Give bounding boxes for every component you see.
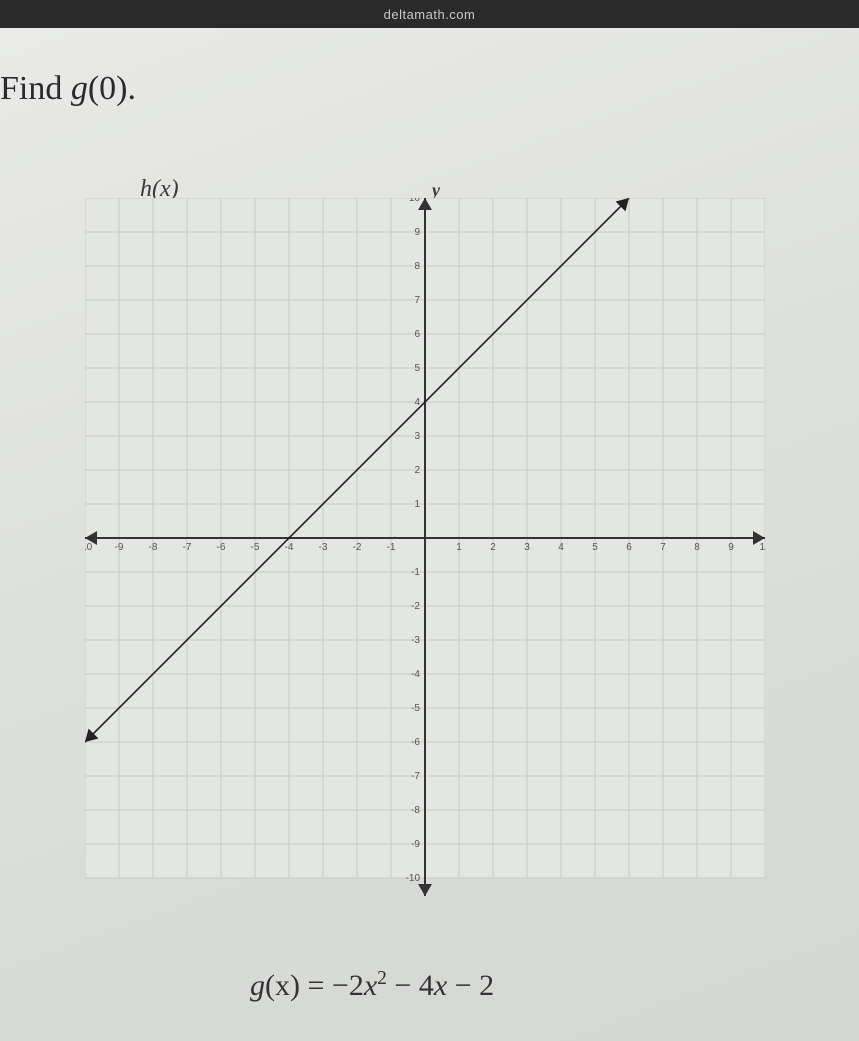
question-func: g [71, 70, 88, 107]
svg-text:10: 10 [409, 198, 421, 204]
equation-g: g(x) = −2x2 − 4x − 2 [250, 968, 494, 1003]
svg-text:9: 9 [414, 227, 420, 238]
svg-text:1: 1 [456, 542, 462, 553]
svg-text:2: 2 [414, 465, 420, 476]
svg-text:-4: -4 [285, 542, 294, 553]
svg-text:3: 3 [524, 542, 530, 553]
svg-text:-4: -4 [411, 669, 420, 680]
svg-text:-5: -5 [251, 542, 260, 553]
svg-text:3: 3 [414, 431, 420, 442]
svg-text:1: 1 [414, 499, 420, 510]
svg-text:-10: -10 [85, 542, 93, 553]
worksheet-paper: Find g(0). h(x) y -10-9-8-7-6-5-4-3-2-11… [0, 28, 859, 1041]
svg-text:-8: -8 [149, 542, 158, 553]
equation-rhs: −2x2 − 4x − 2 [332, 969, 494, 1002]
question-suffix: . [128, 70, 137, 107]
svg-text:-3: -3 [319, 542, 328, 553]
svg-text:-5: -5 [411, 703, 420, 714]
question-prefix: Find [0, 70, 71, 107]
question-arg: (0) [88, 70, 128, 107]
svg-text:2: 2 [490, 542, 496, 553]
svg-text:6: 6 [626, 542, 632, 553]
svg-text:-9: -9 [411, 839, 420, 850]
svg-text:8: 8 [414, 261, 420, 272]
svg-text:-7: -7 [411, 771, 420, 782]
svg-text:-1: -1 [411, 567, 420, 578]
svg-text:7: 7 [414, 295, 420, 306]
coordinate-graph: -10 -9 -8 -7 -6 -5 -4 -3 -2 -1 1 2 3 4 5 6 7 8 9 10 -10 -9 -8 -… [85, 198, 765, 908]
equation-lhs-arg: (x) [265, 969, 300, 1002]
svg-text:7: 7 [660, 542, 666, 553]
question-prompt: Find g(0). [0, 70, 136, 108]
svg-text:-3: -3 [411, 635, 420, 646]
svg-text:-6: -6 [217, 542, 226, 553]
svg-text:-6: -6 [411, 737, 420, 748]
svg-text:8: 8 [694, 542, 700, 553]
svg-text:-2: -2 [411, 601, 420, 612]
browser-url-bar: deltamath.com [0, 0, 859, 28]
svg-text:-8: -8 [411, 805, 420, 816]
svg-text:9: 9 [728, 542, 734, 553]
svg-text:-1: -1 [387, 542, 396, 553]
browser-url-text: deltamath.com [384, 7, 476, 22]
svg-text:6: 6 [414, 329, 420, 340]
svg-text:4: 4 [558, 542, 564, 553]
svg-text:-9: -9 [115, 542, 124, 553]
svg-text:5: 5 [592, 542, 598, 553]
svg-text:-10: -10 [406, 873, 421, 884]
svg-text:-7: -7 [183, 542, 192, 553]
svg-text:10: 10 [759, 542, 765, 553]
svg-text:5: 5 [414, 363, 420, 374]
svg-text:-2: -2 [353, 542, 362, 553]
y-axis-label-text: y [432, 180, 440, 200]
equals-sign: = [307, 969, 331, 1002]
equation-lhs-func: g [250, 969, 265, 1002]
